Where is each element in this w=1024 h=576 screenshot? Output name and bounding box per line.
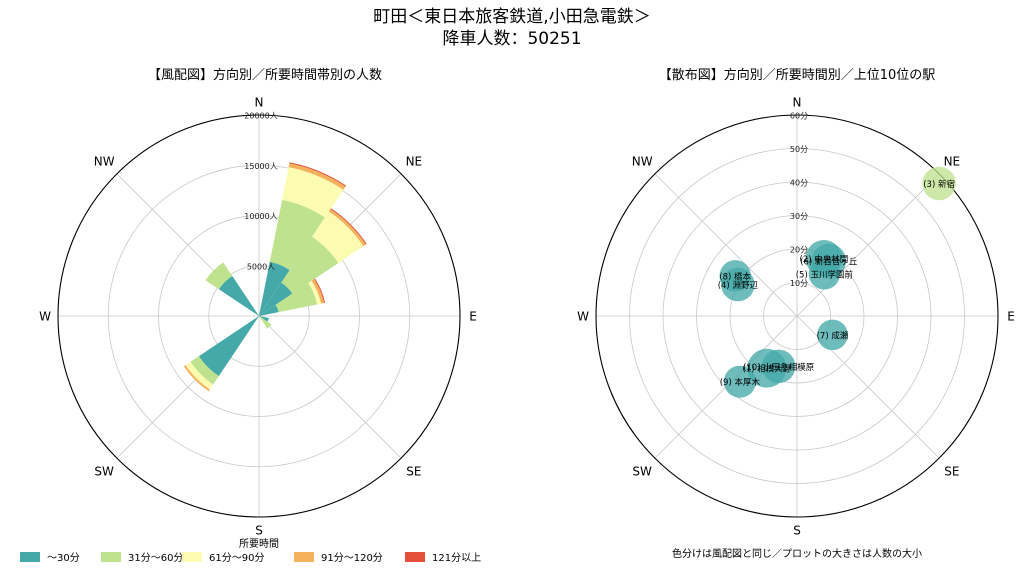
scatter-point-label: (8) 橋本 [719, 271, 751, 282]
scatter-radial-tick-label: 10分 [790, 279, 808, 288]
legend-title: 所要時間 [239, 538, 279, 550]
wind-rose-title: 【風配図】方向別／所要時間帯別の人数 [148, 67, 382, 83]
wind-rose-bar [259, 261, 290, 316]
scatter-point-label: (7) 成瀬 [817, 330, 849, 341]
scatter-point-label: (10) 小田急相模原 [743, 362, 814, 373]
scatter-direction-label-w: W [577, 310, 589, 324]
wind-rose-radial-tick-label: 10000人 [244, 212, 277, 221]
scatter-point [922, 166, 956, 201]
wind-rose-direction-label-sw: SW [94, 464, 114, 478]
wind-rose-direction-label-se: SE [406, 464, 421, 478]
wind-rose-bars [183, 162, 367, 392]
wind-rose-radial-tick-label: 5000人 [247, 262, 275, 271]
wind-rose-bar [269, 199, 325, 271]
wind-rose-direction-label-e: E [469, 310, 477, 324]
scatter-point [723, 365, 756, 398]
scatter-point-label: (6) 新百合ヶ丘 [800, 256, 858, 267]
wind-rose-bar [198, 316, 259, 377]
scatter-radial-tick-label: 30分 [790, 212, 808, 221]
wind-rose-bar [282, 167, 344, 218]
wind-rose-bar [288, 163, 346, 190]
wind-rose-chart: 5000人 10000人 15000人 20000人 N NE E SE S SW W NW [39, 96, 477, 538]
scatter-point-label: (3) 新宿 [923, 179, 955, 190]
figure-title: 町田＜東日本旅客鉄道,小田急電鉄＞ [373, 7, 650, 27]
legend-label: 31分～60分 [128, 552, 183, 564]
legend-item: 91分～120分 [294, 552, 383, 564]
wind-rose-bar [314, 278, 326, 304]
scatter-direction-label-nw: NW [632, 155, 653, 169]
wind-rose-direction-label-w: W [39, 310, 51, 324]
scatter-direction-label-e: E [1007, 310, 1015, 324]
scatter-point [721, 267, 755, 302]
scatter-direction-label-s: S [793, 524, 801, 538]
wind-rose-outer-ring [57, 114, 461, 518]
wind-rose-direction-label-ne: NE [406, 155, 423, 169]
scatter-spoke [654, 173, 798, 317]
wind-rose-bar [218, 275, 259, 316]
wind-rose-bar [311, 279, 325, 304]
legend-item: ～30分 [20, 552, 80, 564]
scatter-direction-label-n: N [793, 96, 802, 110]
scatter-title: 【散布図】方向別／所要時間別／上位10位の駅 [659, 67, 936, 83]
legend-item: 121分以上 [405, 552, 481, 564]
scatter-radial-tick-label: 40分 [790, 179, 808, 188]
legend-label: 121分以上 [432, 552, 481, 564]
wind-rose-radial-tick-label: 15000人 [244, 162, 277, 171]
scatter-direction-label-ne: NE [944, 155, 961, 169]
scatter-direction-label-sw: SW [632, 464, 652, 478]
plot-note: 色分けは風配図と同じ／プロットの大きさは人数の大小 [672, 547, 922, 560]
wind-rose-bar [185, 361, 214, 390]
wind-rose-bar [328, 209, 366, 247]
scatter-radial-tick-label: 60分 [790, 112, 808, 121]
wind-rose-spoke [258, 315, 402, 459]
wind-rose-bar [259, 304, 279, 316]
wind-rose-radial-tick-label: 20000人 [244, 112, 277, 121]
scatter-point [747, 348, 787, 388]
scatter-radial-tick-label: 50分 [790, 145, 808, 154]
legend-swatch [20, 552, 40, 562]
wind-rose-bar [259, 316, 272, 329]
legend-label: ～30分 [47, 552, 80, 564]
scatter-point-label: (1) 相模大野 [742, 364, 791, 375]
legend-label: 61分～90分 [209, 552, 264, 564]
wind-rose-bar [281, 236, 339, 294]
polar-scatter-chart: 10分 20分 30分 40分 50分 60分 (10) 小田急相模原(1) 相模大野 (9)… [577, 96, 1015, 538]
legend-swatch [101, 552, 121, 562]
wind-rose-direction-label-n: N [255, 96, 264, 110]
scatter-spoke [796, 173, 940, 317]
figure-subtitle: 降車人数：50251 [442, 29, 581, 49]
legend-item: 31分～60分 [101, 552, 183, 564]
scatter-point-label: (4) 淵野辺 [718, 280, 759, 291]
legend-swatch [294, 552, 314, 562]
wind-rose-bar [312, 211, 364, 263]
scatter-point-label: (9) 本厚木 [720, 377, 761, 388]
scatter-direction-label-se: SE [944, 464, 959, 478]
wind-rose-bar [190, 356, 219, 385]
scatter-radial-tick-label: 20分 [790, 246, 808, 255]
wind-rose-bar [183, 365, 210, 392]
legend-swatch [405, 552, 425, 562]
wind-rose-bar [259, 282, 293, 316]
scatter-point-label: (5) 玉川学園前 [796, 269, 854, 280]
wind-rose-bar [308, 280, 322, 305]
legend-item: 61分～90分 [182, 552, 264, 564]
scatter-point-label: (2) 中央林間 [800, 254, 849, 265]
scatter-point [808, 258, 841, 290]
wind-rose-bar [259, 316, 269, 322]
legend-label: 91分～120分 [321, 552, 383, 564]
wind-rose-direction-label-s: S [255, 524, 263, 538]
legend-swatch [182, 552, 202, 562]
scatter-outer-ring [595, 114, 999, 518]
scatter-point-labels: (10) 小田急相模原(1) 相模大野 (9) 本厚木 (7) 成瀬 (3) 新宿 (2… [718, 179, 955, 388]
legend: ～30分 31分～60分 61分～90分 91分～120分 121分以上 [20, 552, 481, 564]
wind-rose-bar [275, 283, 318, 313]
wind-rose-bar [205, 262, 233, 290]
wind-rose-direction-label-nw: NW [94, 155, 115, 169]
scatter-point [817, 319, 848, 351]
scatter-points [719, 166, 956, 398]
